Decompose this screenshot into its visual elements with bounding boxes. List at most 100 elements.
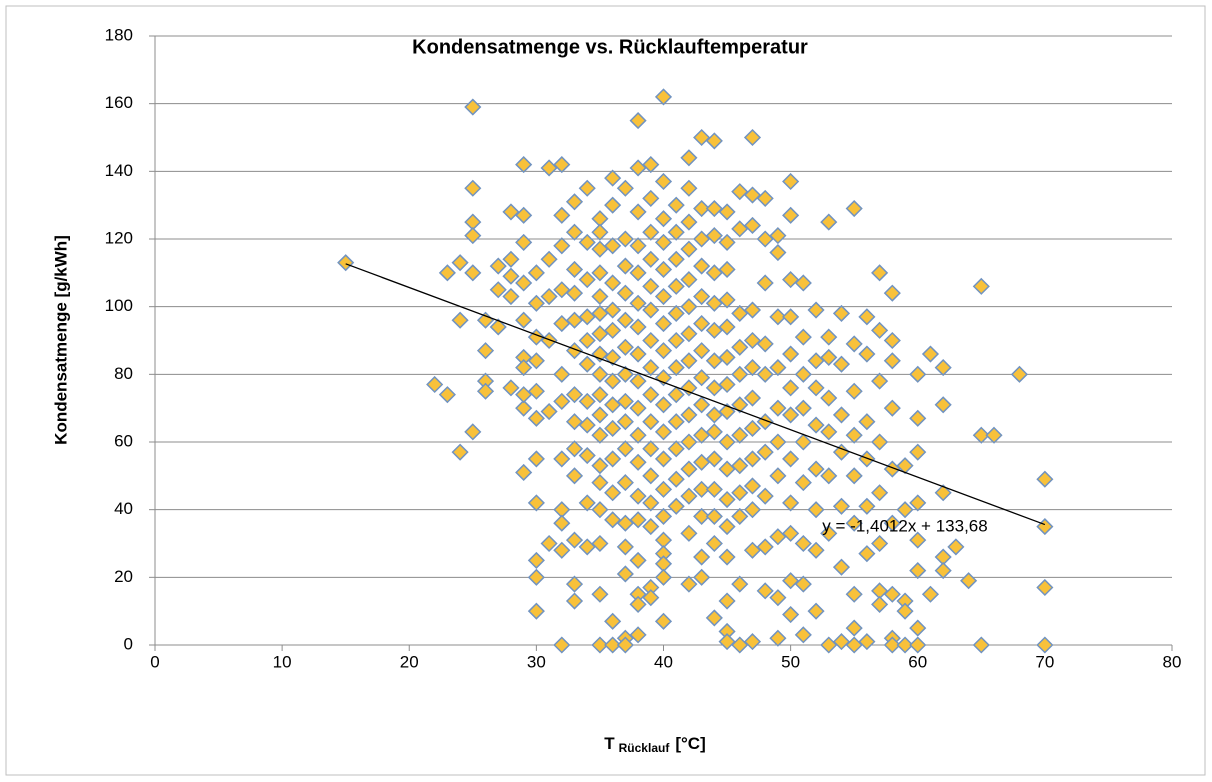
point bbox=[782, 524, 800, 542]
chart-title: Kondensatmenge vs. Rücklauftemperatur bbox=[412, 36, 808, 58]
point bbox=[464, 264, 482, 282]
point bbox=[756, 230, 774, 248]
point bbox=[858, 545, 876, 563]
point bbox=[693, 396, 711, 414]
point bbox=[616, 440, 634, 458]
point bbox=[565, 440, 584, 458]
point bbox=[769, 243, 787, 262]
point bbox=[616, 311, 634, 329]
point bbox=[604, 348, 622, 366]
point bbox=[667, 470, 685, 488]
point bbox=[743, 186, 762, 204]
point bbox=[680, 433, 698, 451]
trendline bbox=[345, 263, 1046, 526]
point bbox=[858, 308, 876, 326]
point bbox=[718, 490, 736, 509]
point bbox=[731, 457, 749, 475]
point bbox=[731, 396, 749, 414]
point bbox=[540, 287, 558, 306]
point bbox=[782, 271, 800, 289]
point bbox=[642, 250, 660, 268]
x-tick-label: 60 bbox=[908, 652, 927, 671]
point bbox=[705, 480, 723, 498]
point bbox=[642, 156, 660, 174]
point bbox=[680, 406, 698, 424]
point bbox=[820, 389, 838, 407]
point bbox=[667, 277, 685, 295]
point bbox=[565, 193, 584, 211]
point bbox=[616, 413, 634, 431]
point bbox=[743, 450, 762, 468]
point bbox=[629, 487, 647, 505]
point bbox=[578, 494, 596, 512]
point bbox=[616, 230, 634, 248]
point bbox=[553, 392, 571, 410]
point bbox=[972, 426, 990, 444]
point bbox=[794, 433, 812, 451]
point bbox=[807, 602, 825, 620]
point bbox=[845, 199, 863, 218]
point bbox=[667, 440, 685, 458]
point bbox=[629, 511, 647, 529]
point bbox=[502, 287, 520, 306]
point bbox=[591, 636, 609, 654]
point bbox=[731, 507, 749, 525]
point bbox=[807, 379, 825, 397]
point bbox=[654, 342, 673, 360]
point bbox=[680, 271, 698, 289]
point bbox=[960, 572, 978, 590]
point bbox=[591, 406, 609, 424]
point bbox=[705, 379, 723, 397]
point bbox=[654, 315, 673, 333]
point bbox=[680, 149, 698, 167]
point bbox=[426, 375, 444, 394]
point bbox=[705, 132, 723, 150]
point bbox=[871, 595, 889, 613]
point bbox=[718, 348, 736, 366]
point bbox=[794, 274, 812, 292]
point bbox=[515, 463, 533, 482]
point bbox=[578, 538, 596, 556]
y-tick-label: 20 bbox=[114, 567, 133, 586]
point bbox=[693, 453, 711, 471]
point bbox=[693, 342, 711, 360]
point bbox=[769, 528, 787, 546]
point bbox=[845, 335, 863, 353]
point bbox=[604, 612, 622, 630]
y-axis-label: Kondensatmenge [g/kWh] bbox=[51, 235, 70, 445]
point bbox=[756, 443, 774, 461]
point bbox=[769, 308, 787, 326]
point bbox=[629, 264, 647, 282]
x-tick-label: 70 bbox=[1035, 652, 1054, 671]
point bbox=[464, 227, 482, 245]
point bbox=[451, 311, 469, 329]
point bbox=[782, 172, 800, 191]
point bbox=[705, 423, 723, 441]
x-tick-label: 40 bbox=[654, 652, 673, 671]
point bbox=[667, 250, 685, 268]
point bbox=[794, 328, 812, 346]
point bbox=[756, 189, 774, 207]
point bbox=[578, 392, 596, 410]
point bbox=[845, 382, 863, 400]
point bbox=[820, 636, 838, 654]
x-tick-label: 0 bbox=[150, 652, 159, 671]
point bbox=[553, 636, 571, 654]
x-axis-label: T Rücklauf [°C] bbox=[604, 734, 705, 755]
y-tick-label: 40 bbox=[114, 499, 133, 518]
point bbox=[858, 345, 876, 363]
point bbox=[731, 220, 749, 238]
point bbox=[769, 589, 787, 607]
point bbox=[693, 369, 711, 387]
point bbox=[629, 372, 647, 390]
point bbox=[578, 271, 596, 289]
point bbox=[642, 189, 660, 207]
point bbox=[883, 331, 901, 350]
point bbox=[680, 487, 698, 505]
point bbox=[794, 474, 812, 492]
point bbox=[654, 568, 673, 586]
point bbox=[616, 636, 634, 654]
point bbox=[731, 304, 749, 322]
point bbox=[693, 128, 711, 147]
point bbox=[693, 548, 711, 566]
